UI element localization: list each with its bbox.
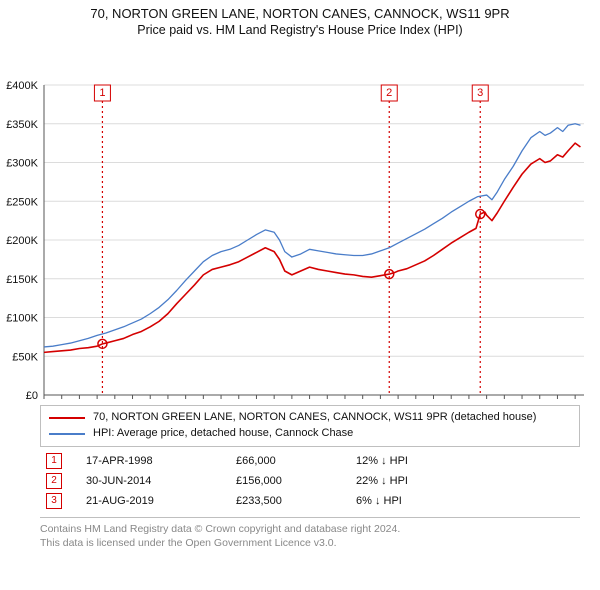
event-price: £66,000 — [230, 451, 350, 471]
footer-line-1: Contains HM Land Registry data © Crown c… — [40, 522, 580, 536]
events-table: 1 17-APR-1998£66,00012% ↓ HPI 2 30-JUN-2014… — [40, 451, 580, 511]
legend-item: 70, NORTON GREEN LANE, NORTON CANES, CAN… — [49, 410, 571, 426]
svg-text:1: 1 — [99, 87, 105, 99]
chart-container: 70, NORTON GREEN LANE, NORTON CANES, CAN… — [0, 0, 600, 590]
event-pct: 12% ↓ HPI — [350, 451, 580, 471]
svg-text:£400K: £400K — [6, 80, 38, 92]
event-row: 3 21-AUG-2019£233,5006% ↓ HPI — [40, 491, 580, 511]
chart-svg: £0 £50K £100K £150K £200K £250K £300K £350K £400… — [0, 39, 600, 399]
event-date: 21-AUG-2019 — [80, 491, 230, 511]
chart-subtitle: Price paid vs. HM Land Registry's House … — [8, 23, 592, 37]
legend-item: HPI: Average price, detached house, Cann… — [49, 426, 571, 442]
legend-swatch — [49, 433, 85, 435]
legend-label: 70, NORTON GREEN LANE, NORTON CANES, CAN… — [93, 410, 536, 426]
event-pct: 6% ↓ HPI — [350, 491, 580, 511]
svg-text:£0: £0 — [26, 390, 38, 399]
svg-text:£350K: £350K — [6, 119, 38, 131]
svg-text:£100K: £100K — [6, 313, 38, 325]
event-price: £156,000 — [230, 471, 350, 491]
svg-text:£150K: £150K — [6, 274, 38, 286]
event-marker-box: 2 — [46, 473, 62, 489]
chart-title: 70, NORTON GREEN LANE, NORTON CANES, CAN… — [8, 6, 592, 21]
legend-swatch — [49, 417, 85, 419]
event-marker-box: 1 — [46, 453, 62, 469]
event-row: 2 30-JUN-2014£156,00022% ↓ HPI — [40, 471, 580, 491]
event-date: 30-JUN-2014 — [80, 471, 230, 491]
chart-area: £0 £50K £100K £150K £200K £250K £300K £350K £400… — [0, 39, 600, 399]
legend-label: HPI: Average price, detached house, Cann… — [93, 426, 353, 442]
svg-text:£250K: £250K — [6, 196, 38, 208]
footer: Contains HM Land Registry data © Crown c… — [40, 517, 580, 550]
legend: 70, NORTON GREEN LANE, NORTON CANES, CAN… — [40, 405, 580, 447]
event-marker-box: 3 — [46, 493, 62, 509]
event-row: 1 17-APR-1998£66,00012% ↓ HPI — [40, 451, 580, 471]
svg-text:£300K: £300K — [6, 158, 38, 170]
svg-text:3: 3 — [477, 87, 483, 99]
svg-text:£50K: £50K — [12, 351, 38, 363]
event-date: 17-APR-1998 — [80, 451, 230, 471]
titles: 70, NORTON GREEN LANE, NORTON CANES, CAN… — [0, 0, 600, 39]
event-price: £233,500 — [230, 491, 350, 511]
footer-line-2: This data is licensed under the Open Gov… — [40, 536, 580, 550]
event-pct: 22% ↓ HPI — [350, 471, 580, 491]
svg-text:2: 2 — [386, 87, 392, 99]
svg-text:£200K: £200K — [6, 235, 38, 247]
